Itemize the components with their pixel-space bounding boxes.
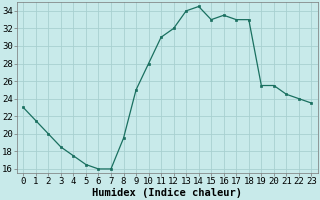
X-axis label: Humidex (Indice chaleur): Humidex (Indice chaleur)	[92, 188, 242, 198]
